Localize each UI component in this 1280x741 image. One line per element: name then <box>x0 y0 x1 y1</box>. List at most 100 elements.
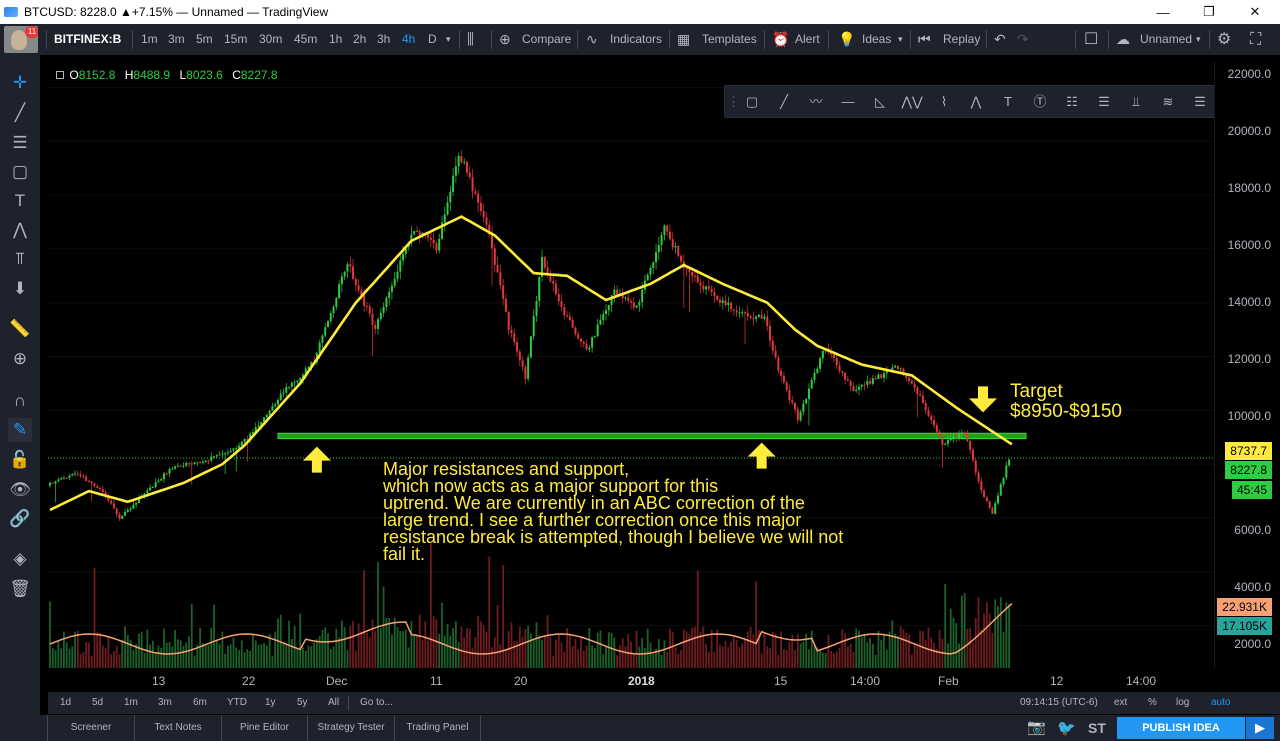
rectangle-icon[interactable]: ▢ <box>11 162 29 181</box>
candle-body <box>235 448 238 450</box>
indicators-button[interactable]: Indicators <box>610 32 663 46</box>
eye-icon[interactable]: 👁 <box>9 480 31 499</box>
tab-text-notes[interactable]: Text Notes <box>135 715 222 741</box>
horizontal-line-icon[interactable]: — <box>841 94 855 109</box>
range-all[interactable]: All <box>328 697 340 708</box>
magnet-icon[interactable]: ∩ <box>13 391 27 410</box>
rectangle-tool-icon[interactable]: ▢ <box>745 94 759 109</box>
tab-pine-editor[interactable]: Pine Editor <box>222 715 308 741</box>
publish-video-icon[interactable]: ▶ <box>1246 717 1274 739</box>
layout-name-button[interactable]: Unnamed <box>1140 32 1193 46</box>
trash-icon[interactable]: 🗑 <box>9 579 31 598</box>
prediction-icon[interactable]: ⫪ <box>15 249 25 268</box>
log-toggle[interactable]: log <box>1176 697 1190 708</box>
publish-idea-button[interactable]: PUBLISH IDEA <box>1117 717 1245 739</box>
interval-4h[interactable]: 4h <box>402 32 416 46</box>
price-range-icon[interactable]: ⫫ <box>1132 94 1140 109</box>
arrow-down-icon[interactable]: ⬇ <box>12 279 28 298</box>
zoom-in-icon[interactable]: ⊕ <box>12 349 28 368</box>
text-icon[interactable]: T <box>1004 94 1012 109</box>
candle-body <box>460 155 463 163</box>
undo-icon[interactable]: ↶ <box>994 31 1006 47</box>
ruler-icon[interactable]: 📏 <box>9 319 31 338</box>
stay-in-drawing-mode-icon[interactable]: ✎ <box>8 418 32 442</box>
utc-clock[interactable]: 09:14:15 (UTC-6) <box>1020 697 1098 708</box>
candle-style-icon[interactable]: ⫼ <box>467 31 474 48</box>
fullscreen-box-icon[interactable]: ☐ <box>1084 31 1099 48</box>
interval-5m[interactable]: 5m <box>196 32 213 46</box>
triangle-tool-icon[interactable]: ◺ <box>875 94 885 109</box>
close-window-button[interactable]: ✕ <box>1249 4 1261 19</box>
interval-d[interactable]: D <box>428 32 437 46</box>
templates-button[interactable]: Templates <box>702 32 757 46</box>
alert-button[interactable]: Alert <box>795 32 820 46</box>
range-3m[interactable]: 3m <box>158 697 172 708</box>
interval-30m[interactable]: 30m <box>259 32 283 46</box>
fan-tool-icon[interactable]: ≋ <box>1162 94 1174 109</box>
interval-dropdown-icon[interactable]: ▾ <box>446 34 451 44</box>
legend-toggle-icon[interactable] <box>56 71 64 79</box>
abc-wave-icon[interactable]: ⋀ <box>970 94 982 109</box>
range-1m[interactable]: 1m <box>124 697 138 708</box>
path-tool-icon[interactable]: 〰 <box>809 94 823 109</box>
time-axis[interactable]: 13 22 Dec 11 20 2018 15 14:00 Feb 12 14:… <box>48 668 1214 692</box>
lock-icon[interactable]: 🔓 <box>9 450 31 469</box>
interval-1m[interactable]: 1m <box>141 32 158 46</box>
minimize-button[interactable]: — <box>1156 4 1170 20</box>
range-ytd[interactable]: YTD <box>227 697 247 708</box>
layers-icon[interactable]: ◈ <box>13 549 27 568</box>
volume-bar <box>252 634 254 668</box>
bottom-left-spacer <box>0 715 48 741</box>
drag-handle-icon[interactable]: ⋮ <box>727 94 740 109</box>
chart-pane[interactable] <box>48 62 1214 668</box>
more-tools-icon[interactable]: ☰ <box>1194 94 1206 109</box>
fib-extension-icon[interactable]: ☰ <box>1098 94 1110 109</box>
line-tool-icon[interactable]: ╱ <box>780 94 788 109</box>
stocktwits-icon[interactable]: ST <box>1088 720 1106 736</box>
compare-button[interactable]: Compare <box>522 32 572 46</box>
range-5d[interactable]: 5d <box>92 697 104 708</box>
percent-toggle[interactable]: % <box>1148 697 1157 708</box>
auto-toggle[interactable]: auto <box>1211 697 1231 708</box>
replay-button[interactable]: Replay <box>943 32 981 46</box>
restore-button[interactable]: ❐ <box>1203 4 1215 19</box>
text-tool-icon[interactable]: T <box>14 191 26 210</box>
tab-trading-panel[interactable]: Trading Panel <box>395 715 481 741</box>
interval-3m[interactable]: 3m <box>168 32 185 46</box>
interval-15m[interactable]: 15m <box>224 32 248 46</box>
chart-canvas[interactable] <box>48 62 1214 668</box>
goto-date-button[interactable]: Go to... <box>360 697 393 708</box>
interval-45m[interactable]: 45m <box>294 32 318 46</box>
elliott-wave-icon[interactable]: ⌇ <box>940 94 948 109</box>
fullscreen-icon[interactable]: ⛶ <box>1250 31 1262 48</box>
trendline-icon[interactable]: ╱ <box>14 103 26 122</box>
interval-1h[interactable]: 1h <box>329 32 343 46</box>
range-1d[interactable]: 1d <box>60 697 72 708</box>
ideas-dropdown-icon[interactable]: ▾ <box>898 34 903 44</box>
range-5y[interactable]: 5y <box>297 697 308 708</box>
tab-screener[interactable]: Screener <box>48 715 135 741</box>
snapshot-camera-icon[interactable]: 📷 <box>1027 719 1046 736</box>
user-avatar[interactable]: 11 <box>4 26 38 53</box>
pattern-icon[interactable]: ⋀ <box>13 220 27 239</box>
anchored-text-icon[interactable]: Ⓣ <box>1033 94 1047 109</box>
candle-body <box>794 402 797 410</box>
price-axis[interactable]: 22000.0 20000.0 18000.0 16000.0 14000.0 … <box>1214 62 1280 668</box>
crosshair-icon[interactable]: ✛ <box>12 73 28 92</box>
ext-toggle[interactable]: ext <box>1114 697 1128 708</box>
range-6m[interactable]: 6m <box>193 697 207 708</box>
ideas-button[interactable]: Ideas <box>862 32 892 46</box>
interval-2h[interactable]: 2h <box>353 32 367 46</box>
tab-strategy-tester[interactable]: Strategy Tester <box>308 715 395 741</box>
fib-retracement-icon[interactable]: ☰ <box>12 133 28 152</box>
redo-icon[interactable]: ↷ <box>1017 31 1029 47</box>
interval-3h[interactable]: 3h <box>377 32 391 46</box>
range-1y[interactable]: 1y <box>265 697 276 708</box>
fib-tool-icon[interactable]: ☷ <box>1066 94 1078 109</box>
layout-dropdown-icon[interactable]: ▾ <box>1196 34 1201 44</box>
twitter-icon[interactable]: 🐦 <box>1057 720 1076 737</box>
symbol-search[interactable]: BITFINEX:B <box>54 32 122 46</box>
link-icon[interactable]: 🔗 <box>9 509 31 528</box>
settings-gear-icon[interactable]: ⚙ <box>1217 31 1232 48</box>
xabcd-pattern-icon[interactable]: ⋀⋁ <box>901 94 923 109</box>
